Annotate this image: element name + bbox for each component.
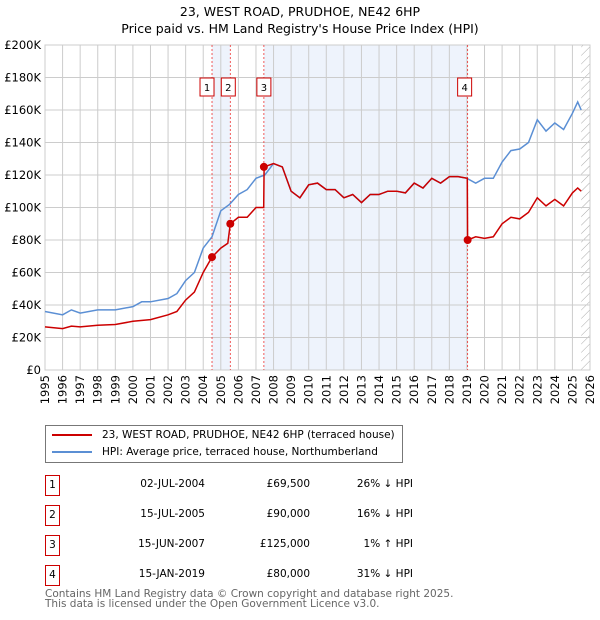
- x-tick-label: 1996: [56, 375, 70, 404]
- x-tick-label: 2026: [583, 375, 597, 404]
- x-tick-label: 1998: [91, 375, 105, 404]
- transaction-row: 1 02-JUL-2004 £69,500 26% ↓ HPI: [45, 475, 445, 496]
- x-tick-label: 2023: [530, 375, 544, 404]
- sale-point: [463, 236, 472, 244]
- x-tick-label: 2025: [565, 375, 579, 404]
- transaction-price: £80,000: [266, 568, 310, 580]
- sale-point: [208, 253, 217, 262]
- transaction-date: 15-JUL-2005: [140, 508, 205, 520]
- footer: Contains HM Land Registry data © Crown c…: [45, 588, 454, 610]
- transaction-price: £90,000: [266, 508, 310, 520]
- transaction-price: £125,000: [259, 538, 310, 550]
- transaction-number-badge: 1: [45, 475, 60, 496]
- x-tick-label: 2003: [179, 375, 193, 404]
- x-tick-label: 2005: [214, 375, 228, 404]
- sale-point: [259, 162, 268, 171]
- y-tick-label: £80K: [12, 233, 42, 247]
- x-tick-label: 2001: [143, 375, 157, 404]
- sale-label-box: 3: [256, 77, 272, 97]
- blue-line-swatch: [52, 451, 92, 453]
- legend-item-property: 23, WEST ROAD, PRUDHOE, NE42 6HP (terrac…: [52, 429, 395, 441]
- property-series-line: [44, 162, 582, 330]
- transaction-hpi-diff: 16% ↓ HPI: [356, 508, 413, 520]
- transaction-row: 4 15-JAN-2019 £80,000 31% ↓ HPI: [45, 565, 445, 586]
- x-tick-label: 2002: [161, 375, 175, 404]
- sale-label-border: [199, 77, 215, 97]
- legend-label: HPI: Average price, terraced house, Nort…: [102, 446, 378, 458]
- transaction-row: 2 15-JUL-2005 £90,000 16% ↓ HPI: [45, 505, 445, 526]
- transaction-date: 15-JUN-2007: [138, 538, 205, 550]
- x-tick-label: 2022: [513, 375, 527, 404]
- plot-border: [44, 44, 591, 371]
- y-tick-label: £40K: [12, 298, 42, 312]
- transaction-number-badge: 3: [45, 535, 60, 556]
- sale-label-number: 3: [261, 83, 267, 94]
- footer-line: Contains HM Land Registry data © Crown c…: [45, 588, 454, 600]
- sale-label-border: [457, 77, 473, 97]
- x-tick-label: 2006: [231, 375, 245, 404]
- sale-label-box: 4: [457, 77, 473, 97]
- sale-label-border: [220, 77, 236, 97]
- legend-item-hpi: HPI: Average price, terraced house, Nort…: [52, 446, 378, 458]
- sale-label-box: 2: [220, 77, 236, 97]
- x-tick-label: 2008: [267, 375, 281, 404]
- sale-label-number: 4: [461, 83, 467, 94]
- x-tick-label: 2010: [302, 375, 316, 404]
- price-chart: £0 £20K £40K £60K £80K £100K £120K £140K £160K £1…: [4, 38, 597, 404]
- x-tick-label: 2014: [372, 375, 386, 404]
- y-tick-label: £160K: [4, 103, 41, 117]
- legend: 23, WEST ROAD, PRUDHOE, NE42 6HP (terrac…: [45, 425, 403, 463]
- x-tick-label: 2015: [390, 375, 404, 404]
- transaction-price: £69,500: [266, 478, 310, 490]
- x-tick-label: 2012: [337, 375, 351, 404]
- x-tick-label: 1995: [38, 375, 52, 404]
- footer-line: This data is licensed under the Open Gov…: [45, 598, 380, 610]
- transaction-hpi-diff: 26% ↓ HPI: [356, 478, 413, 490]
- legend-label: 23, WEST ROAD, PRUDHOE, NE42 6HP (terrac…: [102, 429, 395, 441]
- x-tick-label: 2019: [460, 375, 474, 404]
- chart-title: 23, WEST ROAD, PRUDHOE, NE42 6HP: [179, 4, 421, 19]
- transaction-date: 02-JUL-2004: [140, 478, 205, 490]
- x-tick-label: 2024: [548, 375, 562, 404]
- x-tick-label: 2021: [495, 375, 509, 404]
- x-tick-label: 2016: [407, 375, 421, 404]
- x-tick-label: 2013: [354, 375, 368, 404]
- x-tick-label: 2000: [126, 375, 140, 404]
- transaction-hpi-diff: 31% ↓ HPI: [356, 568, 413, 580]
- sale-label-number: 2: [225, 83, 231, 94]
- y-tick-label: £60K: [12, 266, 42, 280]
- transaction-number-badge: 4: [45, 565, 60, 586]
- sale-label-number: 1: [204, 83, 210, 94]
- x-tick-label: 2017: [425, 375, 439, 404]
- x-tick-label: 2020: [478, 375, 492, 404]
- sale-point: [226, 219, 235, 228]
- x-tick-label: 2007: [249, 375, 263, 404]
- y-tick-label: £20K: [12, 331, 42, 345]
- x-tick-label: 2009: [284, 375, 298, 404]
- transaction-row: 3 15-JUN-2007 £125,000 1% ↑ HPI: [45, 535, 445, 556]
- red-line-swatch: [52, 434, 92, 436]
- sale-label-border: [256, 77, 272, 97]
- y-tick-label: £200K: [4, 38, 41, 52]
- y-tick-label: £140K: [4, 136, 41, 150]
- x-tick-label: 2004: [196, 375, 210, 404]
- y-tick-label: £180K: [4, 71, 41, 85]
- sale-label-box: 1: [199, 77, 215, 97]
- chart-subtitle: Price paid vs. HM Land Registry's House …: [121, 21, 479, 36]
- x-tick-label: 2018: [442, 375, 456, 404]
- transaction-number-badge: 2: [45, 505, 60, 526]
- y-tick-label: £120K: [4, 168, 41, 182]
- x-tick-label: 2011: [319, 375, 333, 404]
- x-tick-label: 1999: [108, 375, 122, 404]
- y-tick-label: £100K: [4, 201, 41, 215]
- x-tick-label: 1997: [73, 375, 87, 404]
- transaction-date: 15-JAN-2019: [138, 568, 205, 580]
- y-tick-label: £0: [26, 363, 41, 377]
- transaction-hpi-diff: 1% ↑ HPI: [363, 538, 413, 550]
